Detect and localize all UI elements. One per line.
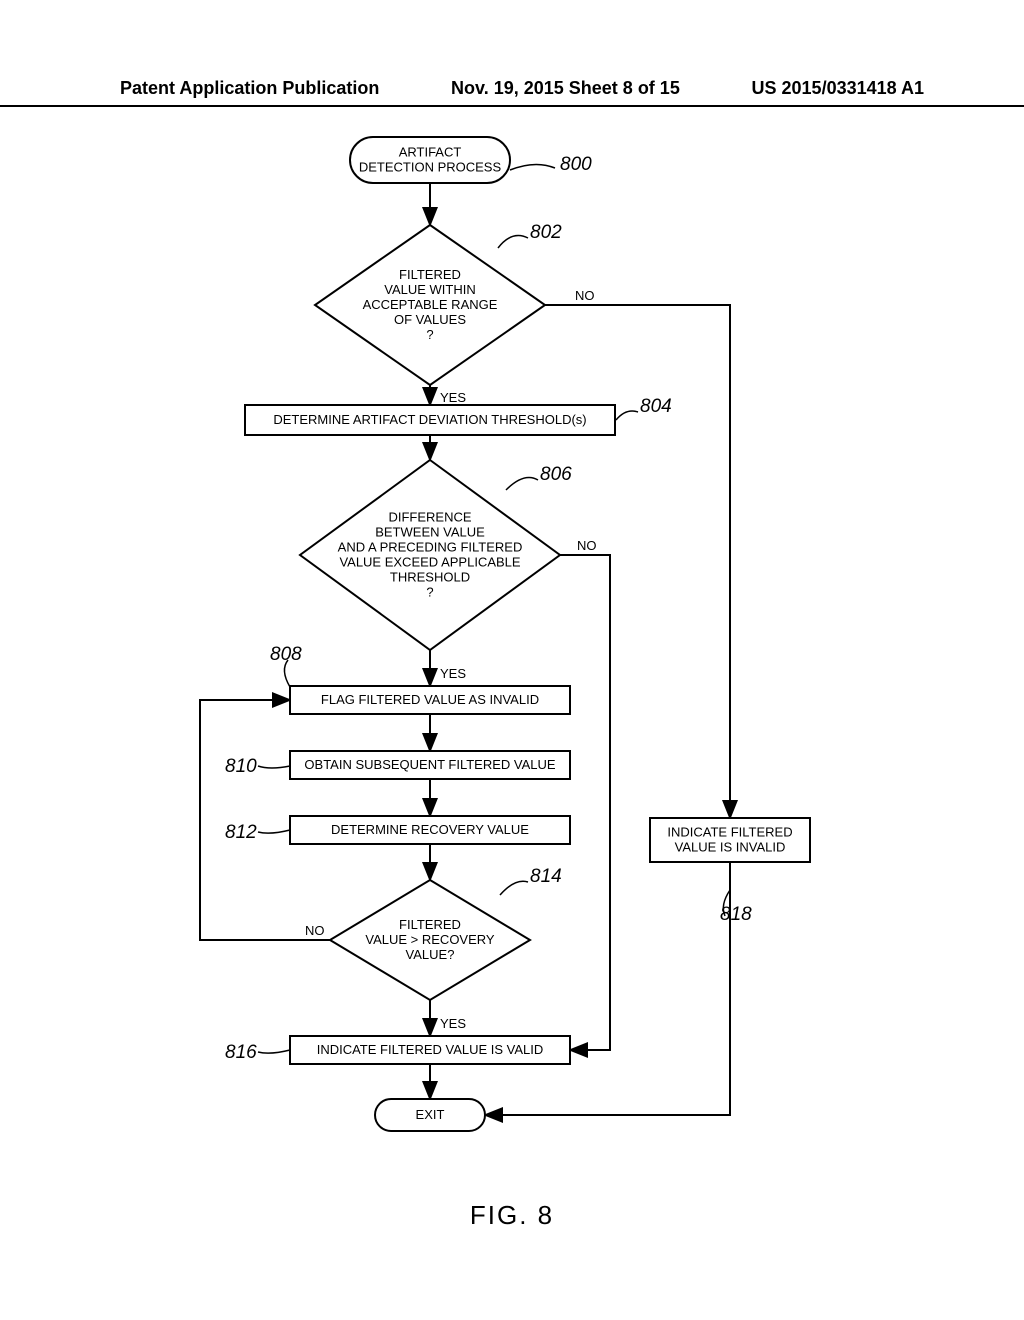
edge-label: NO bbox=[575, 288, 595, 303]
svg-text:DETERMINE ARTIFACT DEVIATION T: DETERMINE ARTIFACT DEVIATION THRESHOLD(s… bbox=[273, 412, 586, 427]
edge bbox=[485, 862, 730, 1115]
svg-text:VALUE WITHIN: VALUE WITHIN bbox=[384, 282, 476, 297]
svg-text:ARTIFACT: ARTIFACT bbox=[399, 145, 462, 160]
edge bbox=[545, 305, 730, 818]
svg-text:?: ? bbox=[426, 585, 433, 600]
edge-label: NO bbox=[577, 538, 597, 553]
svg-text:VALUE?: VALUE? bbox=[406, 947, 455, 962]
svg-text:VALUE > RECOVERY: VALUE > RECOVERY bbox=[365, 932, 495, 947]
svg-text:ACCEPTABLE RANGE: ACCEPTABLE RANGE bbox=[363, 297, 498, 312]
edge-label: YES bbox=[440, 666, 466, 681]
svg-text:OF VALUES: OF VALUES bbox=[394, 312, 466, 327]
page: Patent Application Publication Nov. 19, … bbox=[0, 0, 1024, 1320]
edge-label: NO bbox=[305, 923, 325, 938]
figure-label: FIG. 8 bbox=[0, 1200, 1024, 1231]
edge bbox=[560, 555, 610, 1050]
ref-816: 816 bbox=[225, 1042, 257, 1063]
ref-812: 812 bbox=[225, 822, 257, 843]
svg-text:VALUE EXCEED APPLICABLE: VALUE EXCEED APPLICABLE bbox=[339, 555, 520, 570]
svg-text:FILTERED: FILTERED bbox=[399, 267, 461, 282]
svg-text:OBTAIN SUBSEQUENT FILTERED VAL: OBTAIN SUBSEQUENT FILTERED VALUE bbox=[304, 757, 555, 772]
edge-label: YES bbox=[440, 1016, 466, 1031]
svg-text:EXIT: EXIT bbox=[416, 1107, 445, 1122]
svg-text:INDICATE FILTERED: INDICATE FILTERED bbox=[667, 825, 792, 840]
ref-806: 806 bbox=[540, 464, 572, 485]
ref-808: 808 bbox=[270, 644, 302, 665]
ref-810: 810 bbox=[225, 756, 257, 777]
ref-800: 800 bbox=[560, 154, 592, 175]
svg-text:DETERMINE RECOVERY VALUE: DETERMINE RECOVERY VALUE bbox=[331, 822, 529, 837]
ref-802: 802 bbox=[530, 222, 562, 243]
flowchart: YES YES YES NO NO NO ARTIFACTDETECTION PROCESS… bbox=[0, 130, 1024, 1190]
ref-814: 814 bbox=[530, 866, 562, 887]
svg-text:FLAG FILTERED VALUE AS INVALID: FLAG FILTERED VALUE AS INVALID bbox=[321, 692, 539, 707]
svg-text:VALUE IS INVALID: VALUE IS INVALID bbox=[675, 840, 786, 855]
ref-818: 818 bbox=[720, 904, 752, 925]
svg-text:INDICATE FILTERED VALUE IS VAL: INDICATE FILTERED VALUE IS VALID bbox=[317, 1042, 544, 1057]
header-right: US 2015/0331418 A1 bbox=[752, 78, 924, 99]
header-left: Patent Application Publication bbox=[120, 78, 379, 99]
ref-804: 804 bbox=[640, 396, 672, 417]
svg-text:THRESHOLD: THRESHOLD bbox=[390, 570, 470, 585]
svg-text:BETWEEN VALUE: BETWEEN VALUE bbox=[375, 525, 485, 540]
svg-text:DIFFERENCE: DIFFERENCE bbox=[388, 510, 471, 525]
page-header: Patent Application Publication Nov. 19, … bbox=[0, 78, 1024, 107]
svg-text:FILTERED: FILTERED bbox=[399, 917, 461, 932]
svg-text:?: ? bbox=[426, 327, 433, 342]
header-center: Nov. 19, 2015 Sheet 8 of 15 bbox=[451, 78, 680, 99]
edge-label: YES bbox=[440, 390, 466, 405]
svg-text:AND A PRECEDING FILTERED: AND A PRECEDING FILTERED bbox=[338, 540, 523, 555]
svg-text:DETECTION PROCESS: DETECTION PROCESS bbox=[359, 160, 502, 175]
